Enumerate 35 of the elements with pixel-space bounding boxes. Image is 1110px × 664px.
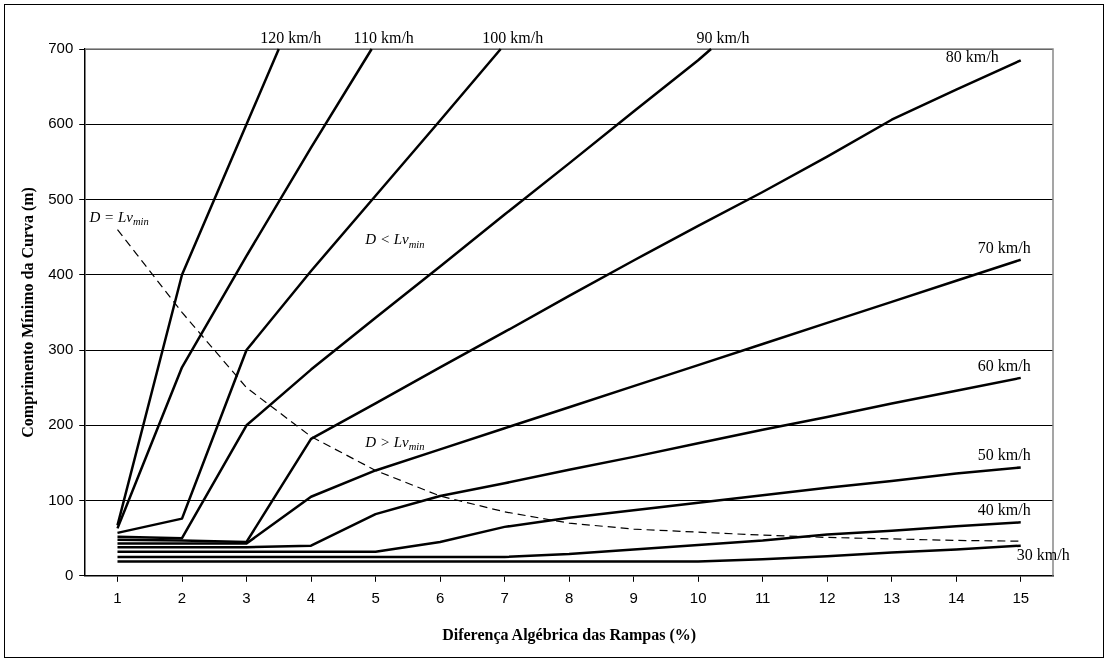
series-label: 100 km/h bbox=[482, 29, 544, 46]
x-tick-label: 5 bbox=[371, 588, 380, 606]
x-tick-label: 4 bbox=[306, 588, 316, 606]
x-tick-label: 2 bbox=[177, 588, 187, 606]
y-axis-title: Comprimento Mínimo da Curva (m) bbox=[18, 187, 37, 438]
y-tick-label: 500 bbox=[48, 189, 74, 207]
y-tick-label: 200 bbox=[48, 415, 74, 433]
series-label: 70 km/h bbox=[977, 238, 1031, 256]
y-tick-label: 0 bbox=[64, 565, 74, 583]
series-label: 80 km/h bbox=[945, 48, 999, 66]
x-tick-label: 3 bbox=[242, 588, 251, 606]
y-tick-label: 700 bbox=[48, 39, 74, 57]
y-tick-label: 600 bbox=[48, 114, 74, 132]
y-tick-label: 300 bbox=[48, 340, 74, 358]
x-tick-label: 13 bbox=[883, 588, 901, 606]
x-tick-label: 9 bbox=[629, 588, 638, 606]
series-label: 120 km/h bbox=[260, 29, 322, 46]
series-label: 40 km/h bbox=[977, 501, 1031, 519]
x-tick-label: 6 bbox=[435, 588, 445, 606]
series-label: 30 km/h bbox=[1016, 545, 1070, 563]
x-tick-label: 1 bbox=[113, 588, 122, 606]
x-tick-label: 8 bbox=[564, 588, 574, 606]
series-label: 60 km/h bbox=[977, 356, 1031, 374]
y-tick-label: 400 bbox=[48, 264, 74, 282]
series-label: 50 km/h bbox=[977, 446, 1031, 464]
x-tick-label: 10 bbox=[689, 588, 707, 606]
series-label: 110 km/h bbox=[353, 29, 414, 46]
y-tick-label: 100 bbox=[48, 490, 74, 508]
x-tick-label: 12 bbox=[818, 588, 836, 606]
x-tick-label: 15 bbox=[1012, 588, 1030, 606]
series-label: 90 km/h bbox=[696, 29, 750, 46]
x-tick-label: 14 bbox=[947, 588, 965, 606]
x-tick-label: 11 bbox=[754, 588, 771, 606]
x-axis-title: Diferença Algébrica das Rampas (%) bbox=[442, 625, 697, 644]
x-tick-label: 7 bbox=[500, 588, 509, 606]
